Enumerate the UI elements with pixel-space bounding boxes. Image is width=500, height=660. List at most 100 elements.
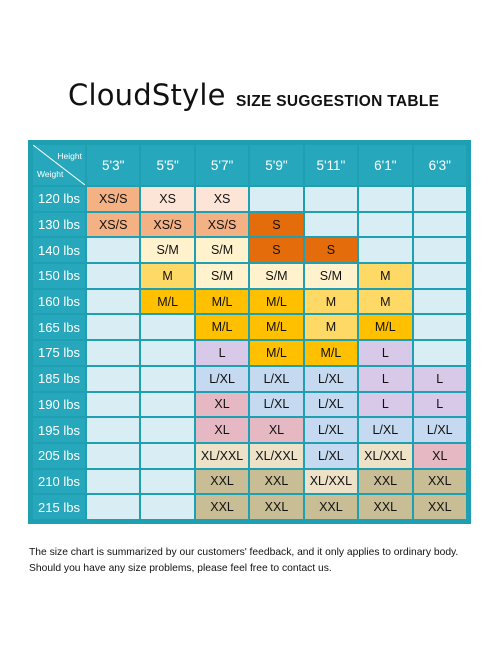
size-cell: L/XL xyxy=(359,418,412,442)
table-row: 175 lbs L M/L M/L L xyxy=(33,341,466,365)
empty-cell xyxy=(87,443,140,468)
height-column-header: 5'7" xyxy=(195,145,249,185)
empty-cell xyxy=(413,315,466,340)
size-cell: XL xyxy=(250,418,303,442)
weight-axis-label: Weight xyxy=(37,169,64,179)
size-cell: XS xyxy=(195,187,249,211)
size-cell: M xyxy=(304,289,358,314)
size-cell: S/M xyxy=(304,264,358,288)
size-cell: L/XL xyxy=(304,443,358,468)
empty-cell xyxy=(141,469,194,494)
empty-cell xyxy=(87,315,140,340)
empty-cell xyxy=(87,238,140,263)
size-cell: XL/XXL xyxy=(250,443,303,468)
weight-row-header: 160 lbs xyxy=(33,289,85,314)
empty-cell xyxy=(87,392,140,417)
empty-cell xyxy=(304,187,358,211)
size-cell: XXL xyxy=(359,495,412,519)
page-title: SIZE SUGGESTION TABLE xyxy=(236,93,440,110)
size-cell: M/L xyxy=(195,315,249,340)
empty-cell xyxy=(304,212,358,237)
size-cell: L/XL xyxy=(250,366,303,391)
size-cell: S xyxy=(250,212,303,237)
size-cell: S xyxy=(250,238,303,263)
height-column-header: 5'11" xyxy=(304,145,358,185)
size-cell: XS/S xyxy=(141,212,194,237)
size-cell: L/XL xyxy=(304,366,358,391)
table-row: 150 lbs M S/M S/M S/M M xyxy=(33,264,466,288)
weight-row-header: 215 lbs xyxy=(33,495,85,519)
size-cell: XXL xyxy=(250,469,303,494)
size-cell: L xyxy=(413,392,466,417)
table-row: 120 lbs XS/S XS XS xyxy=(33,187,466,211)
empty-cell xyxy=(141,443,194,468)
table-row: 210 lbs XXL XXL XL/XXL XXL XXL xyxy=(33,469,466,494)
size-cell: XS/S xyxy=(87,187,140,211)
empty-cell xyxy=(87,341,140,365)
size-cell: M/L xyxy=(250,341,303,365)
empty-cell xyxy=(141,392,194,417)
height-column-header: 6'3" xyxy=(413,145,466,185)
empty-cell xyxy=(87,366,140,391)
height-column-header: 5'3" xyxy=(87,145,140,185)
empty-cell xyxy=(87,264,140,288)
size-cell: L/XL xyxy=(304,392,358,417)
table-row: 205 lbs XL/XXL XL/XXL L/XL XL/XXL XL xyxy=(33,443,466,468)
empty-cell xyxy=(413,212,466,237)
size-cell: XL xyxy=(413,443,466,468)
weight-row-header: 120 lbs xyxy=(33,187,85,211)
size-cell: XL/XXL xyxy=(195,443,249,468)
size-cell: XS xyxy=(141,187,194,211)
size-cell: L xyxy=(413,366,466,391)
empty-cell xyxy=(359,238,412,263)
empty-cell xyxy=(141,315,194,340)
weight-row-header: 205 lbs xyxy=(33,443,85,468)
empty-cell xyxy=(413,187,466,211)
size-cell: XL xyxy=(195,392,249,417)
table-row: 190 lbs XL L/XL L/XL L L xyxy=(33,392,466,417)
table-row: 130 lbs XS/S XS/S XS/S S xyxy=(33,212,466,237)
size-cell: M/L xyxy=(250,315,303,340)
size-cell: XL/XXL xyxy=(359,443,412,468)
size-cell: L xyxy=(195,341,249,365)
empty-cell xyxy=(87,418,140,442)
empty-cell xyxy=(141,341,194,365)
size-cell: S xyxy=(304,238,358,263)
footer-note: The size chart is summarized by our cust… xyxy=(29,545,489,576)
weight-row-header: 175 lbs xyxy=(33,341,85,365)
empty-cell xyxy=(141,366,194,391)
table-row: 165 lbs M/L M/L M M/L xyxy=(33,315,466,340)
size-cell: M xyxy=(304,315,358,340)
weight-row-header: 150 lbs xyxy=(33,264,85,288)
size-cell: XXL xyxy=(304,495,358,519)
table-header-row: Height Weight 5'3" 5'5" 5'7" 5'9" 5'11" 6'1" 6… xyxy=(33,145,466,185)
weight-row-header: 130 lbs xyxy=(33,212,85,237)
height-column-header: 5'5" xyxy=(141,145,194,185)
size-cell: XL/XXL xyxy=(304,469,358,494)
diagonal-divider xyxy=(33,145,85,185)
size-cell: XXL xyxy=(413,495,466,519)
header: CloudStyle SIZE SUGGESTION TABLE xyxy=(0,74,500,120)
height-axis-label: Height xyxy=(57,151,82,161)
size-cell: XS/S xyxy=(195,212,249,237)
size-cell: L xyxy=(359,392,412,417)
size-cell: XXL xyxy=(195,469,249,494)
size-cell: M/L xyxy=(359,315,412,340)
weight-row-header: 140 lbs xyxy=(33,238,85,263)
table-row: 195 lbs XL XL L/XL L/XL L/XL xyxy=(33,418,466,442)
size-cell: XXL xyxy=(195,495,249,519)
size-cell: L/XL xyxy=(250,392,303,417)
height-column-header: 6'1" xyxy=(359,145,412,185)
weight-row-header: 185 lbs xyxy=(33,366,85,391)
weight-row-header: 165 lbs xyxy=(33,315,85,340)
empty-cell xyxy=(413,264,466,288)
empty-cell xyxy=(359,187,412,211)
table-row: 160 lbs M/L M/L M/L M M xyxy=(33,289,466,314)
size-cell: XS/S xyxy=(87,212,140,237)
size-cell: M/L xyxy=(250,289,303,314)
table-row: 140 lbs S/M S/M S S xyxy=(33,238,466,263)
empty-cell xyxy=(87,495,140,519)
empty-cell xyxy=(359,212,412,237)
size-cell: L xyxy=(359,366,412,391)
size-cell: M xyxy=(359,289,412,314)
